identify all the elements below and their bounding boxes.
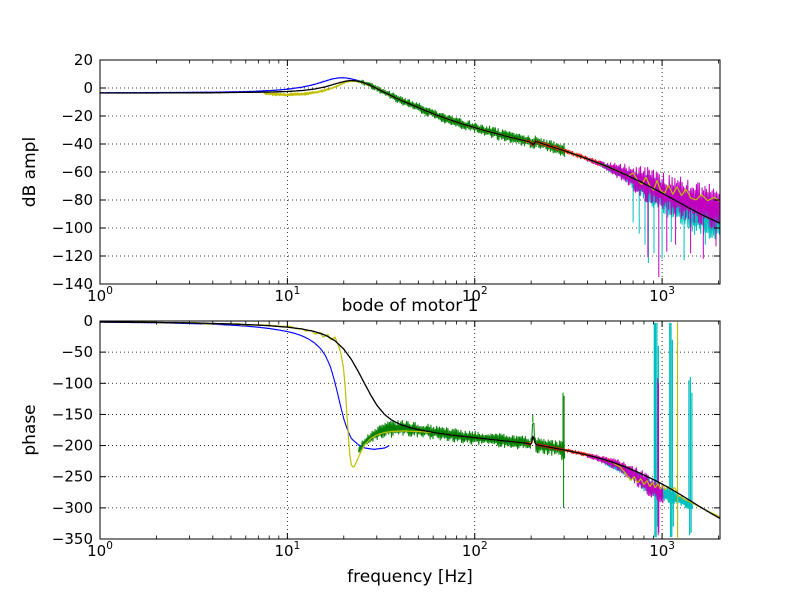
y-tick-label: −100 [52, 374, 93, 392]
x-tick-label: 103 [649, 540, 675, 560]
x-tick-label: 100 [87, 540, 113, 560]
series-frf-meas-blue [100, 321, 390, 451]
y-tick-label: −50 [61, 343, 93, 361]
y-tick-label: −80 [61, 191, 93, 209]
y-tick-label: −300 [52, 499, 93, 517]
series-frf-meas-cyan [603, 322, 694, 538]
y-tick-label: −200 [52, 437, 93, 455]
y-tick-label: −40 [61, 135, 93, 153]
plot-title: bode of motor 1 [341, 296, 479, 316]
y-tick-label: 20 [74, 51, 93, 69]
series-model-fit-black [100, 321, 720, 519]
x-tick-label: 103 [649, 285, 675, 305]
y-tick-label: −350 [52, 530, 93, 548]
y-tick-label: 0 [83, 79, 93, 97]
x-axis-label: frequency [Hz] [347, 567, 473, 587]
amplitude-y-axis-label: dB ampl [20, 136, 40, 208]
axes-border [99, 320, 721, 540]
series-group [100, 321, 720, 538]
x-tick-label: 100 [87, 285, 113, 305]
y-tick-label: −20 [61, 107, 93, 125]
y-tick-label: −100 [52, 219, 93, 237]
y-tick-label: −120 [52, 247, 93, 265]
series-frf-meas-green [358, 79, 566, 157]
y-tick-label: −140 [52, 275, 93, 293]
series-group [100, 77, 720, 277]
y-tick-label: 0 [83, 312, 93, 330]
series-frf-meas-green [358, 392, 566, 508]
series-model-fit-black [100, 79, 720, 224]
x-tick-label: 102 [462, 285, 488, 305]
x-tick-label: 101 [274, 540, 300, 560]
y-tick-label: −60 [61, 163, 93, 181]
y-tick-label: −250 [52, 468, 93, 486]
y-tick-label: −150 [52, 405, 93, 423]
series-frf-meas-magenta [585, 156, 720, 277]
series-frf-meas-magenta [587, 378, 664, 536]
x-tick-label: 102 [462, 540, 488, 560]
phase-y-axis-label: phase [20, 404, 40, 456]
x-tick-label: 101 [274, 285, 300, 305]
